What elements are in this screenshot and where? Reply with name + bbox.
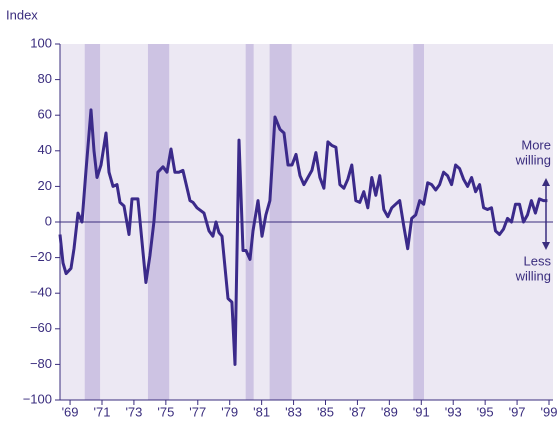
- x-tick-label: '89: [381, 404, 398, 419]
- x-tick-label: '85: [317, 404, 334, 419]
- y-tick-label: 0: [45, 213, 52, 228]
- y-axis-label: Index: [6, 7, 38, 22]
- x-tick-label: '99: [541, 404, 558, 419]
- x-tick-label: '77: [189, 404, 206, 419]
- y-tick-label: −60: [30, 320, 52, 335]
- x-tick-label: '83: [285, 404, 302, 419]
- x-tick-label: '71: [94, 404, 111, 419]
- y-tick-label: −100: [23, 391, 52, 406]
- y-tick-label: −40: [30, 285, 52, 300]
- annotation-up: More: [521, 137, 551, 152]
- y-tick-label: −80: [30, 356, 52, 371]
- x-tick-label: '75: [157, 404, 174, 419]
- annotation-up: willing: [515, 152, 551, 167]
- y-tick-label: −20: [30, 249, 52, 264]
- x-tick-label: '93: [445, 404, 462, 419]
- x-tick-label: '73: [125, 404, 142, 419]
- x-tick-label: '79: [221, 404, 238, 419]
- x-tick-label: '81: [253, 404, 270, 419]
- x-tick-label: '97: [509, 404, 526, 419]
- data-line: [58, 108, 548, 366]
- x-tick-label: '91: [413, 404, 430, 419]
- y-tick-label: 100: [30, 35, 52, 50]
- annotation-down: willing: [515, 268, 551, 283]
- x-tick-label: '87: [349, 404, 366, 419]
- annotation-down: Less: [524, 253, 552, 268]
- y-tick-label: 60: [38, 107, 52, 122]
- y-tick-label: 40: [38, 142, 52, 157]
- x-tick-label: '69: [62, 404, 79, 419]
- y-tick-label: 80: [38, 71, 52, 86]
- arrow-down-head: [542, 242, 550, 250]
- arrow-up-head: [542, 178, 550, 186]
- y-tick-label: 20: [38, 178, 52, 193]
- x-tick-label: '95: [477, 404, 494, 419]
